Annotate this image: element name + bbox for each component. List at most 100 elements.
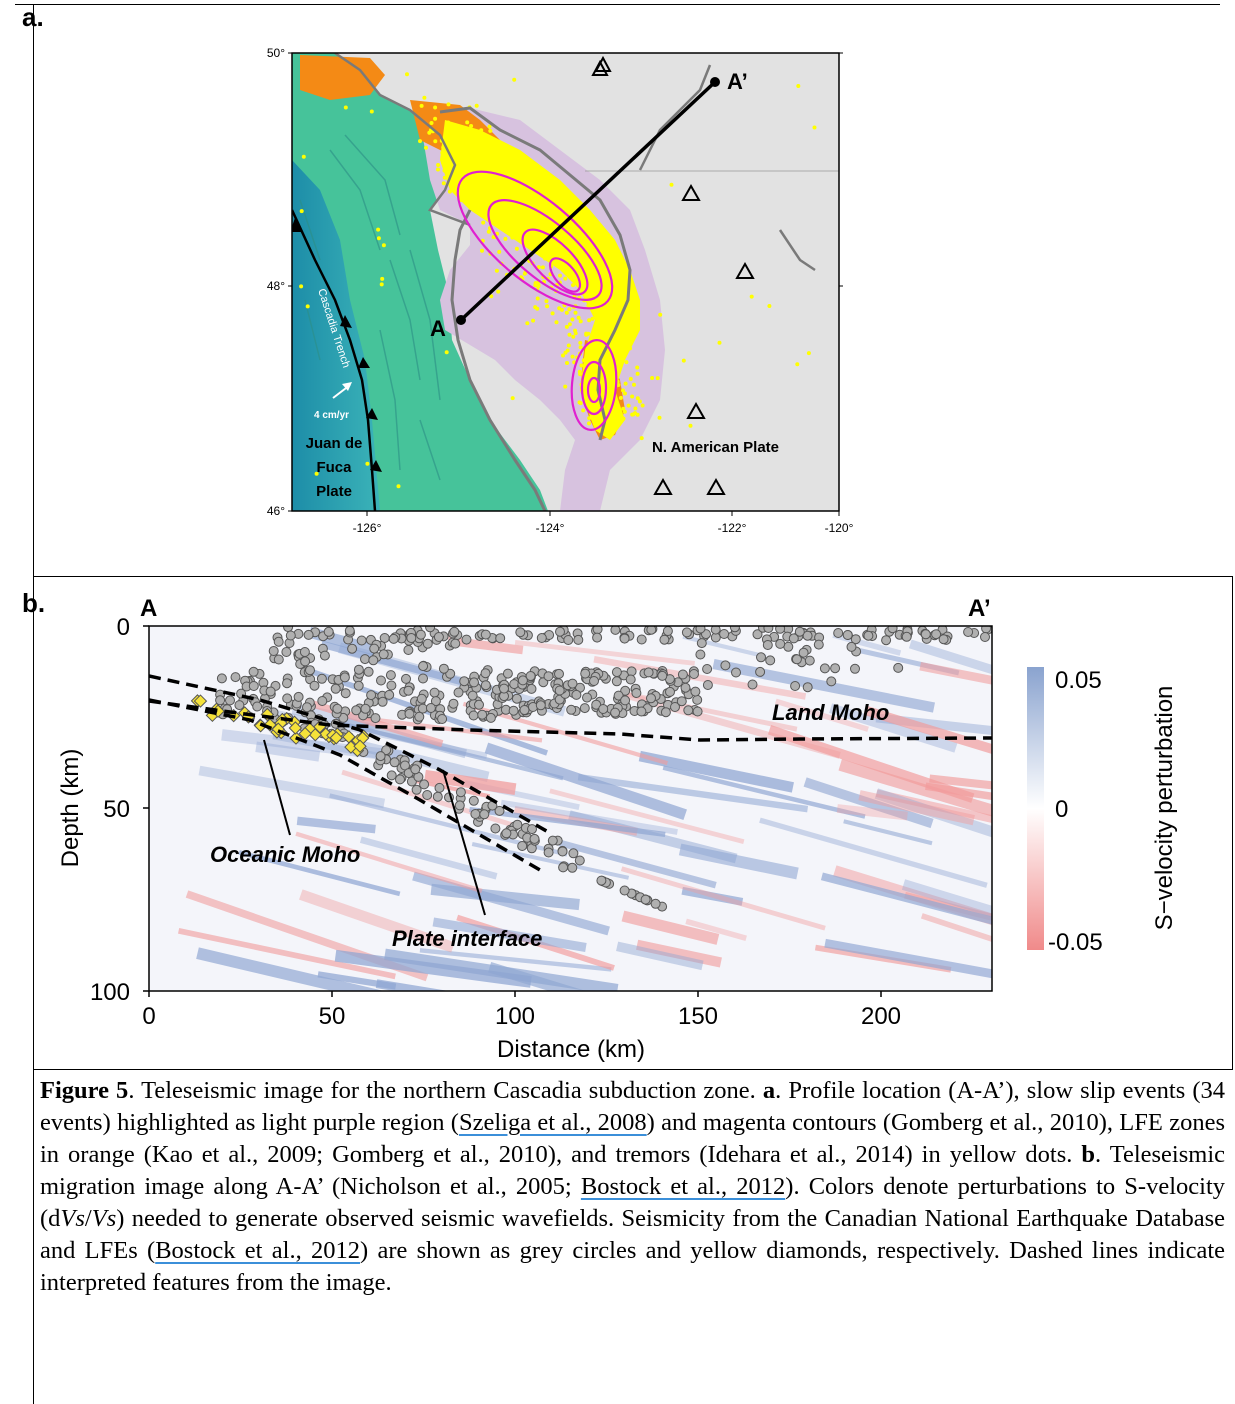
- volcano-icon: [706, 477, 726, 495]
- tremor-dot: [578, 372, 583, 377]
- image-stripe: [685, 918, 747, 941]
- earthquake-circle: [376, 675, 386, 686]
- image-stripe: [334, 949, 532, 988]
- x-tick-label: 200: [861, 1003, 901, 1030]
- image-stripe: [829, 703, 958, 753]
- image-stripe: [759, 817, 988, 888]
- tremor-dot: [567, 332, 572, 337]
- earthquake-circle: [863, 630, 874, 641]
- earthquake-circle: [568, 848, 579, 859]
- tremor-dot: [630, 412, 635, 417]
- north-american-plate-label: N. American Plate: [652, 439, 779, 456]
- citation-link-szeliga[interactable]: Szeliga et al., 2008: [458, 1109, 647, 1136]
- caption-text: . Profile location (A-A’), slow slip eve…: [40, 1077, 1225, 1136]
- tremor-dot: [433, 105, 438, 110]
- tremor-dot: [635, 412, 640, 417]
- earthquake-circle: [804, 655, 815, 666]
- tremor-dot: [616, 383, 621, 387]
- tremor-dot: [639, 436, 644, 441]
- earthquake-circle: [598, 704, 609, 714]
- earthquake-circle: [887, 626, 898, 634]
- tremor-dot: [448, 161, 453, 166]
- earthquake-circle: [819, 663, 830, 674]
- earthquake-circle: [519, 705, 530, 715]
- earthquake-circle: [353, 680, 364, 691]
- earthquake-circle: [842, 630, 853, 640]
- earthquake-circle: [495, 633, 506, 644]
- earthquake-circle: [485, 712, 496, 723]
- citation-link-bostock[interactable]: Bostock et al., 2012: [580, 1173, 786, 1200]
- tremor-dot: [514, 246, 519, 251]
- lfe-diamond: [329, 731, 343, 745]
- image-stripe: [295, 831, 483, 894]
- earthquake-circle: [901, 631, 912, 642]
- frame-right-line: [1232, 576, 1233, 1070]
- earthquake-circle: [319, 650, 330, 661]
- earthquake-circle: [425, 626, 436, 633]
- image-stripe: [447, 636, 524, 655]
- earthquake-circle: [547, 835, 558, 846]
- tremor-dot: [482, 198, 487, 203]
- volcano-icon: [686, 401, 706, 419]
- tremor-dot: [465, 120, 470, 125]
- image-stripe: [419, 948, 612, 972]
- tremor-dot: [510, 173, 514, 178]
- earthquake-circle: [677, 669, 688, 680]
- tremor-dot: [590, 380, 595, 385]
- tremor-dot: [467, 167, 472, 172]
- tremor-dot: [767, 304, 772, 308]
- earthquake-circle: [554, 685, 565, 696]
- earthquake-circle: [920, 629, 931, 640]
- earthquake-circle: [449, 626, 460, 637]
- image-stripe: [621, 910, 720, 945]
- earthquake-circle: [299, 647, 310, 657]
- tremor-dot: [587, 416, 592, 421]
- earthquake-circle: [692, 706, 703, 717]
- image-stripe: [196, 947, 384, 991]
- earthquake-circle: [454, 800, 465, 811]
- earthquake-circle: [592, 632, 603, 643]
- earthquake-circle: [461, 634, 472, 645]
- earthquake-circle: [702, 664, 713, 674]
- citation-link-bostock-2[interactable]: Bostock et al., 2012: [155, 1237, 360, 1264]
- earthquake-circle: [216, 673, 227, 684]
- arrow-head-icon: [342, 382, 352, 391]
- tremor-dot: [623, 381, 628, 386]
- juan-de-fuca-label-1: Juan de: [306, 435, 363, 452]
- earthquake-circle: [580, 668, 591, 679]
- image-stripe: [432, 917, 587, 952]
- tremor-dot: [474, 103, 479, 108]
- tremor-dot: [669, 182, 674, 187]
- earthquake-circle: [317, 696, 328, 706]
- deep-ocean: [292, 160, 380, 511]
- y-tick-label: 50: [103, 796, 130, 823]
- earthquake-circle: [480, 668, 491, 679]
- earthquake-circle: [794, 626, 805, 637]
- volcano-icon: [594, 55, 612, 72]
- lon-tick-label: -120°: [825, 521, 854, 535]
- earthquake-circle: [650, 898, 661, 909]
- earthquake-circle: [535, 700, 546, 711]
- tremor-dot: [488, 128, 493, 133]
- x-tick-label: 0: [142, 1003, 155, 1030]
- earthquake-circle: [453, 687, 464, 698]
- tremor-dot: [585, 370, 590, 375]
- tremor-dot: [573, 310, 578, 315]
- earthquake-circle: [422, 638, 433, 649]
- tremor-dot: [486, 229, 491, 234]
- image-stripe: [843, 819, 933, 846]
- earthquake-circle: [385, 670, 396, 681]
- tremor-dot: [601, 343, 606, 348]
- earthquake-circle: [690, 686, 701, 697]
- earthquake-circle: [386, 680, 397, 691]
- tremor-dot: [442, 168, 447, 173]
- earthquake-circle: [356, 635, 367, 646]
- earthquake-circle: [515, 627, 526, 638]
- tremor-dot: [491, 235, 496, 240]
- earthquake-circle: [225, 695, 235, 706]
- earthquake-circle: [676, 696, 687, 707]
- earthquake-circle: [316, 673, 327, 684]
- earthquake-circle: [252, 701, 263, 712]
- earthquake-circle: [433, 632, 444, 642]
- earthquake-circle: [573, 634, 584, 645]
